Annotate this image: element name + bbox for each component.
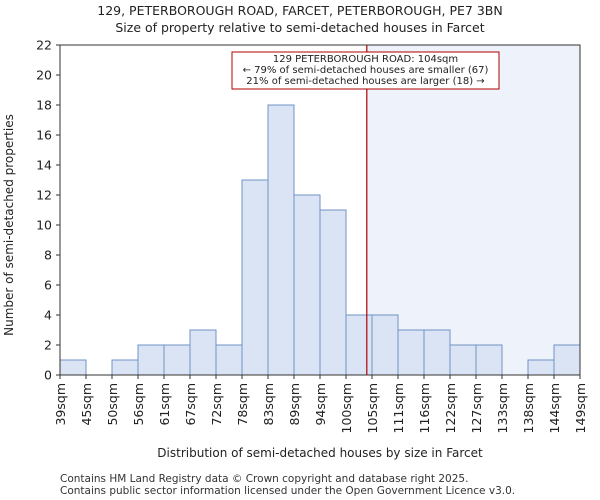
histogram-bar <box>293 194 321 376</box>
x-axis-label: Distribution of semi-detached houses by … <box>157 446 483 460</box>
annotation-line-3: 21% of semi-detached houses are larger (… <box>246 76 484 87</box>
y-tick-label: 18 <box>36 98 52 113</box>
x-tick-label: 61sqm <box>157 383 172 426</box>
y-tick-label: 14 <box>36 158 52 173</box>
x-tick-label: 67sqm <box>183 383 198 426</box>
histogram-bar <box>111 359 139 376</box>
histogram-bar <box>345 314 373 376</box>
y-tick-label: 12 <box>36 188 52 203</box>
y-tick-label: 20 <box>36 68 52 83</box>
x-tick-label: 111sqm <box>391 383 406 433</box>
annotation-line-1: 129 PETERBOROUGH ROAD: 104sqm <box>273 54 458 65</box>
larger-region-shade <box>366 45 580 375</box>
histogram-bar <box>137 344 165 376</box>
x-tick-label: 39sqm <box>53 383 68 426</box>
x-tick-label: 116sqm <box>417 383 432 433</box>
x-tick-label: 78sqm <box>235 383 250 426</box>
x-tick-label: 133sqm <box>495 383 510 433</box>
chart-subtitle: Size of property relative to semi-detach… <box>115 20 485 35</box>
histogram-bar <box>163 344 191 376</box>
y-tick-label: 8 <box>44 248 52 263</box>
histogram-bar <box>215 344 243 376</box>
x-tick-label: 100sqm <box>339 383 354 433</box>
footer-copyright: Contains HM Land Registry data © Crown c… <box>60 473 469 485</box>
histogram-bar <box>553 344 581 376</box>
histogram-bar <box>189 329 217 376</box>
histogram-bar <box>449 344 477 376</box>
y-tick-label: 16 <box>36 128 52 143</box>
x-tick-label: 56sqm <box>131 383 146 426</box>
histogram-bar <box>527 359 555 376</box>
y-tick-label: 0 <box>44 368 52 383</box>
annotation-line-2: ← 79% of semi-detached houses are smalle… <box>243 65 489 76</box>
histogram-bar <box>267 104 295 376</box>
x-tick-label: 72sqm <box>209 383 224 426</box>
x-tick-label: 45sqm <box>79 383 94 426</box>
chart-title-address: 129, PETERBOROUGH ROAD, FARCET, PETERBOR… <box>97 3 503 18</box>
x-tick-label: 149sqm <box>573 383 588 433</box>
annotation-box <box>231 51 500 90</box>
footer-licence: Contains public sector information licen… <box>60 485 516 497</box>
histogram-bar <box>423 329 451 376</box>
histogram-bar <box>475 344 503 376</box>
x-tick-label: 138sqm <box>521 383 536 433</box>
x-tick-label: 127sqm <box>469 383 484 433</box>
histogram-bar <box>59 359 87 376</box>
y-tick-label: 6 <box>44 278 52 293</box>
histogram-bar <box>241 179 269 376</box>
x-tick-label: 83sqm <box>261 383 276 426</box>
x-tick-label: 122sqm <box>443 383 458 433</box>
y-tick-label: 22 <box>36 38 52 53</box>
x-tick-label: 50sqm <box>105 383 120 426</box>
x-tick-label: 144sqm <box>547 383 562 433</box>
y-tick-label: 4 <box>44 308 52 323</box>
x-tick-label: 105sqm <box>365 383 380 433</box>
histogram-bar <box>397 329 425 376</box>
histogram-bar <box>371 314 399 376</box>
y-tick-label: 10 <box>36 218 52 233</box>
histogram-bar <box>319 209 347 376</box>
y-axis-label: Number of semi-detached properties <box>2 114 16 336</box>
y-tick-label: 2 <box>44 338 52 353</box>
x-tick-label: 94sqm <box>313 383 328 426</box>
x-tick-label: 89sqm <box>287 383 302 426</box>
